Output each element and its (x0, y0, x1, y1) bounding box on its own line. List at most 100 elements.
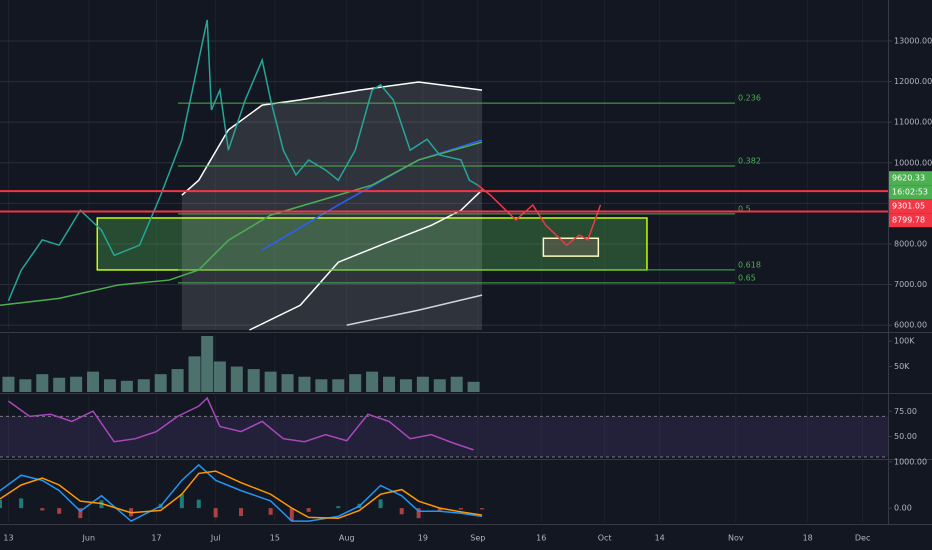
volume-bar (433, 379, 446, 392)
histogram-bar (268, 508, 273, 515)
histogram-bar (196, 499, 201, 509)
series-line (8, 396, 474, 451)
volume-bar (137, 379, 150, 392)
volume-bar (103, 379, 116, 392)
y-tick-label: 10000.00 (894, 158, 932, 167)
histogram-bar (289, 508, 294, 522)
series-line (346, 294, 483, 326)
volume-bar (416, 376, 429, 392)
x-tick-label: 15 (270, 534, 280, 543)
y-tick-label: 8000.00 (894, 239, 927, 248)
x-tick-label: Jul (210, 534, 221, 543)
y-tick-label: 12000.00 (894, 77, 932, 86)
histogram-bar (19, 498, 24, 509)
histogram-bar (378, 499, 383, 509)
fib-label: 0.5 (738, 204, 751, 213)
y-tick-label: 50.00 (894, 432, 917, 441)
volume-bar (450, 376, 463, 392)
histogram-bar (213, 508, 218, 518)
countdown-label: 16:02:53 (892, 188, 928, 197)
volume-bar (366, 371, 379, 392)
volume-bar (281, 374, 294, 392)
series-line (0, 463, 483, 522)
volume-bar (2, 376, 15, 392)
y-tick-label: 7000.00 (894, 280, 927, 289)
y-tick-label: 100K (894, 337, 915, 346)
volume-bar (349, 374, 362, 392)
histogram-bar (0, 499, 2, 509)
x-tick-label: 13 (3, 534, 13, 543)
volume-bar (53, 377, 66, 392)
histogram-bar (399, 508, 404, 515)
series-line (7, 19, 479, 302)
volume-bar (213, 361, 226, 392)
volume-bar (247, 369, 260, 392)
price-tag-label: 9301.05 (892, 202, 925, 211)
countdown-tag (889, 185, 932, 200)
fib-label: 0.65 (738, 273, 756, 282)
y-tick-label: 75.00 (894, 407, 917, 416)
volume-bar (399, 379, 412, 392)
y-tick-label: 11000.00 (894, 118, 932, 127)
volume-bar (36, 374, 49, 392)
histogram-bar (480, 508, 485, 510)
histogram-bar (416, 508, 421, 519)
x-tick-label: Dec (855, 534, 870, 543)
volume-bar (19, 379, 32, 392)
volume-bar (264, 371, 277, 392)
price-tag (889, 199, 932, 214)
volume-bar (332, 379, 345, 392)
band-fill (181, 81, 483, 331)
price-tag-label: 9620.33 (892, 174, 925, 183)
x-tick-label: 16 (536, 534, 546, 543)
volume-bar (298, 376, 311, 392)
volume-bar (201, 336, 214, 392)
y-tick-label: 1000.00 (894, 457, 927, 466)
histogram-bar (437, 508, 442, 512)
rsi-band (0, 416, 888, 457)
series-line (181, 81, 483, 196)
x-tick-label: 19 (418, 534, 428, 543)
volume-bar (70, 376, 83, 392)
x-tick-label: Nov (728, 534, 744, 543)
volume-bar (230, 366, 243, 392)
histogram-bar (239, 508, 244, 517)
x-tick-label: Oct (598, 534, 612, 543)
volume-bar (154, 374, 167, 392)
volume-bar (87, 371, 100, 392)
x-tick-label: Aug (339, 534, 355, 543)
histogram-bar (306, 508, 311, 512)
x-tick-label: 17 (151, 534, 161, 543)
y-tick-label: 0.00 (894, 504, 912, 513)
volume-bar (315, 379, 328, 392)
fib-label: 0.382 (738, 157, 761, 166)
histogram-bar (40, 508, 45, 511)
volume-bar (120, 380, 133, 392)
y-tick-label: 6000.00 (894, 321, 927, 330)
fib-label: 0.236 (738, 94, 761, 103)
y-tick-label: 13000.00 (894, 36, 932, 45)
x-tick-label: Sep (470, 534, 485, 543)
x-tick-label: 18 (803, 534, 813, 543)
histogram-bar (458, 508, 463, 510)
zone (542, 237, 600, 257)
x-tick-label: 14 (655, 534, 665, 543)
price-tag (889, 171, 932, 186)
histogram-bar (179, 494, 184, 509)
x-tick-label: Jun (82, 534, 96, 543)
price-tag-label: 8799.78 (892, 216, 925, 225)
volume-bar (383, 376, 396, 392)
volume-bar (171, 369, 184, 392)
histogram-bar (336, 506, 341, 509)
histogram-bar (78, 508, 83, 519)
series-line (249, 189, 483, 331)
series-line (0, 470, 483, 520)
price-tag (889, 213, 932, 228)
series-line (0, 141, 483, 306)
y-tick-label: 50K (894, 362, 910, 371)
series-line (477, 184, 602, 247)
zone (96, 217, 648, 271)
fib-label: 0.618 (738, 260, 761, 269)
